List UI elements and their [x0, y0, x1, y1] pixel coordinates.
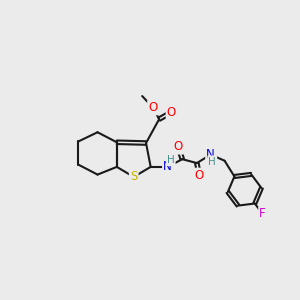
- Text: O: O: [195, 169, 204, 182]
- Text: S: S: [130, 170, 137, 183]
- Text: H: H: [208, 157, 216, 166]
- Text: O: O: [148, 101, 158, 114]
- Text: F: F: [260, 208, 266, 220]
- Text: O: O: [174, 140, 183, 153]
- Text: H: H: [167, 155, 175, 165]
- Text: N: N: [163, 160, 172, 173]
- Text: N: N: [206, 148, 215, 161]
- Text: O: O: [167, 106, 176, 119]
